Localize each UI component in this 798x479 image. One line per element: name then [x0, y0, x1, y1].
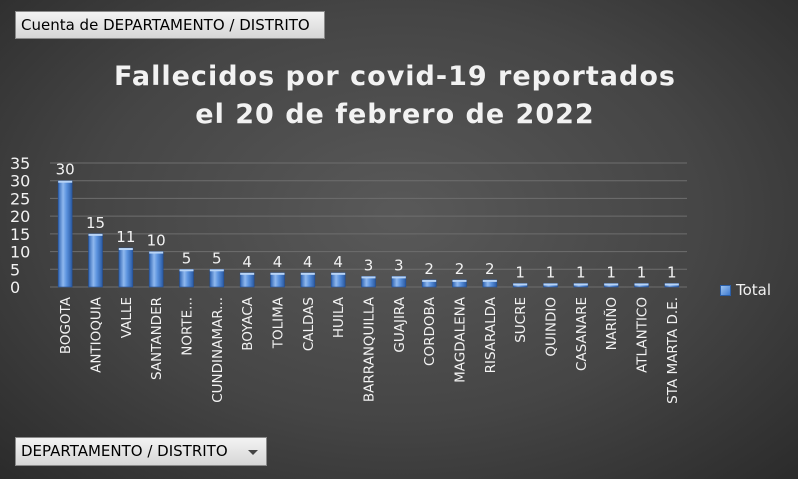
chevron-down-icon[interactable] — [248, 450, 258, 455]
data-label: 1 — [576, 263, 586, 281]
y-tick-label: 35 — [10, 154, 30, 173]
filter-dropdown-label: DEPARTAMENTO / DISTRITO — [21, 442, 228, 460]
data-label: 2 — [485, 260, 495, 278]
data-label: 1 — [546, 263, 556, 281]
bar-cap — [209, 269, 224, 272]
category-label: CUNDINAMAR... — [210, 297, 226, 403]
bar-cap — [543, 283, 558, 286]
category-label: BOGOTA — [58, 296, 74, 354]
bar-cap — [331, 272, 346, 275]
bar-cap — [88, 233, 103, 236]
legend-label: Total — [736, 281, 772, 299]
bar — [209, 268, 225, 288]
category-label: BOYACA — [240, 296, 256, 351]
y-tick-label: 15 — [10, 225, 30, 244]
data-label: 2 — [424, 260, 434, 278]
bar-cap — [300, 272, 315, 275]
data-label: 30 — [56, 161, 75, 179]
data-label: 11 — [116, 228, 135, 246]
data-label: 3 — [364, 256, 374, 274]
data-label: 5 — [212, 249, 222, 267]
category-label: CALDAS — [301, 297, 317, 351]
bar-cap — [58, 180, 73, 183]
category-label: GUAJIRA — [392, 296, 408, 352]
data-label: 3 — [394, 256, 404, 274]
data-label: 4 — [242, 253, 252, 271]
category-label: MAGDALENA — [453, 296, 469, 383]
bar-cap — [634, 283, 649, 286]
chart-title: Fallecidos por covid-19 reportados el 20… — [100, 58, 690, 134]
bar-cap — [179, 269, 194, 272]
bar-cap — [513, 283, 528, 286]
category-label: STA MARTA D.E. — [665, 297, 681, 404]
bar — [57, 180, 73, 288]
data-label: 4 — [333, 253, 343, 271]
value-field-button[interactable]: Cuenta de DEPARTAMENTO / DISTRITO — [15, 11, 325, 39]
bar — [239, 272, 255, 288]
data-label: 10 — [147, 232, 166, 250]
y-tick-label: 10 — [10, 243, 30, 262]
category-label: ATLANTICO — [635, 297, 651, 373]
y-tick-label: 5 — [10, 260, 20, 279]
data-label: 1 — [515, 263, 525, 281]
data-label: 4 — [303, 253, 313, 271]
category-label: CORDOBA — [422, 296, 438, 366]
category-label: CASANARE — [574, 297, 590, 371]
data-label: 1 — [637, 263, 647, 281]
bar-cap — [604, 283, 619, 286]
chart-title-line-1: Fallecidos por covid-19 reportados — [114, 61, 676, 92]
y-tick-label: 0 — [10, 278, 20, 297]
bar-cap — [240, 272, 255, 275]
legend-swatch — [720, 284, 731, 296]
bar — [330, 272, 346, 288]
bar — [270, 272, 285, 288]
category-label: NORTE... — [180, 297, 196, 356]
bar — [88, 233, 103, 288]
data-label: 1 — [606, 263, 616, 281]
bar-cap — [664, 283, 679, 286]
bar — [179, 268, 194, 288]
category-label: TOLIMA — [271, 296, 287, 349]
category-label: QUINDIO — [544, 297, 560, 357]
data-label: 15 — [86, 214, 105, 232]
category-label: BARRANQUILLA — [362, 296, 378, 402]
category-label: SUCRE — [513, 297, 529, 343]
bar-cap — [573, 283, 588, 286]
category-label: ANTIOQUIA — [89, 296, 105, 373]
y-tick-label: 20 — [10, 207, 30, 226]
data-label: 1 — [667, 263, 677, 281]
bar-cap — [270, 272, 285, 275]
bar-cap — [361, 276, 376, 279]
category-label: NARIÑO — [603, 297, 620, 350]
bar-cap — [118, 248, 133, 251]
bar-cap — [422, 279, 437, 282]
bar-cap — [391, 276, 406, 279]
y-tick-label: 25 — [10, 189, 30, 208]
bar-cap — [482, 279, 497, 282]
category-label: RISARALDA — [483, 296, 499, 373]
data-label: 5 — [182, 249, 192, 267]
bar-cap — [452, 279, 467, 282]
y-tick-label: 30 — [10, 172, 30, 191]
data-label: 2 — [455, 260, 465, 278]
bar — [300, 272, 316, 288]
filter-dropdown-button[interactable]: DEPARTAMENTO / DISTRITO — [15, 437, 267, 466]
category-label: HUILA — [331, 296, 347, 338]
legend: Total — [720, 281, 771, 299]
bar — [118, 247, 134, 288]
chart-title-line-2: el 20 de febrero de 2022 — [195, 99, 595, 130]
category-label: VALLE — [119, 297, 135, 338]
bar — [148, 251, 164, 288]
data-label: 4 — [273, 253, 283, 271]
bar-cap — [149, 251, 164, 254]
category-label: SANTANDER — [149, 297, 165, 380]
